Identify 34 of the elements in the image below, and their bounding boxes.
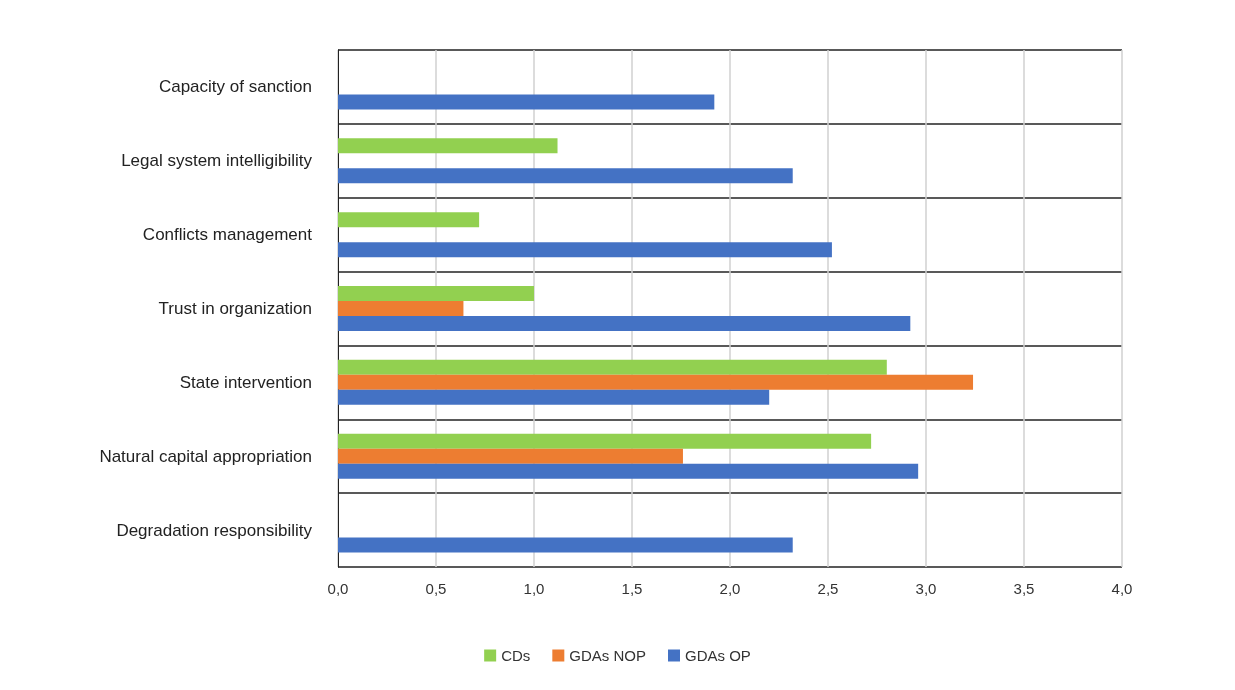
bar	[338, 94, 715, 110]
legend-label: GDAs OP	[685, 647, 751, 664]
y-tick-label: State intervention	[179, 372, 312, 392]
bar	[338, 168, 793, 184]
y-tick-label: Legal system intelligibility	[121, 151, 313, 171]
legend-label: GDAs NOP	[569, 647, 647, 664]
x-tick-label: 3,0	[915, 580, 937, 597]
bar	[338, 374, 974, 390]
bar	[338, 286, 534, 301]
bar	[338, 316, 911, 331]
x-tick-label: 4,0	[1111, 580, 1133, 597]
bar	[338, 138, 558, 154]
x-tick-label: 0,0	[327, 580, 349, 597]
y-tick-label: Trust in organization	[158, 299, 312, 318]
y-tick-label: Degradation responsibility	[116, 520, 313, 540]
bar	[338, 301, 464, 316]
bar	[338, 212, 480, 228]
bar	[338, 463, 919, 479]
legend-label: CDs	[501, 647, 531, 664]
y-tick-label: Capacity of sanction	[158, 77, 312, 97]
bar	[338, 433, 872, 449]
x-tick-label: 2,5	[817, 580, 839, 597]
x-tick-label: 3,5	[1013, 580, 1035, 597]
x-tick-label: 0,5	[425, 580, 447, 597]
x-tick-label: 2,0	[719, 580, 741, 597]
bar	[338, 359, 887, 375]
bar	[338, 242, 832, 258]
bar	[338, 389, 770, 405]
y-tick-label: Natural capital appropriation	[99, 446, 312, 466]
x-tick-label: 1,0	[523, 580, 545, 597]
y-tick-label: Conflicts management	[142, 225, 313, 245]
x-tick-label: 1,5	[621, 580, 643, 597]
bar	[338, 537, 793, 553]
bar	[338, 448, 683, 464]
